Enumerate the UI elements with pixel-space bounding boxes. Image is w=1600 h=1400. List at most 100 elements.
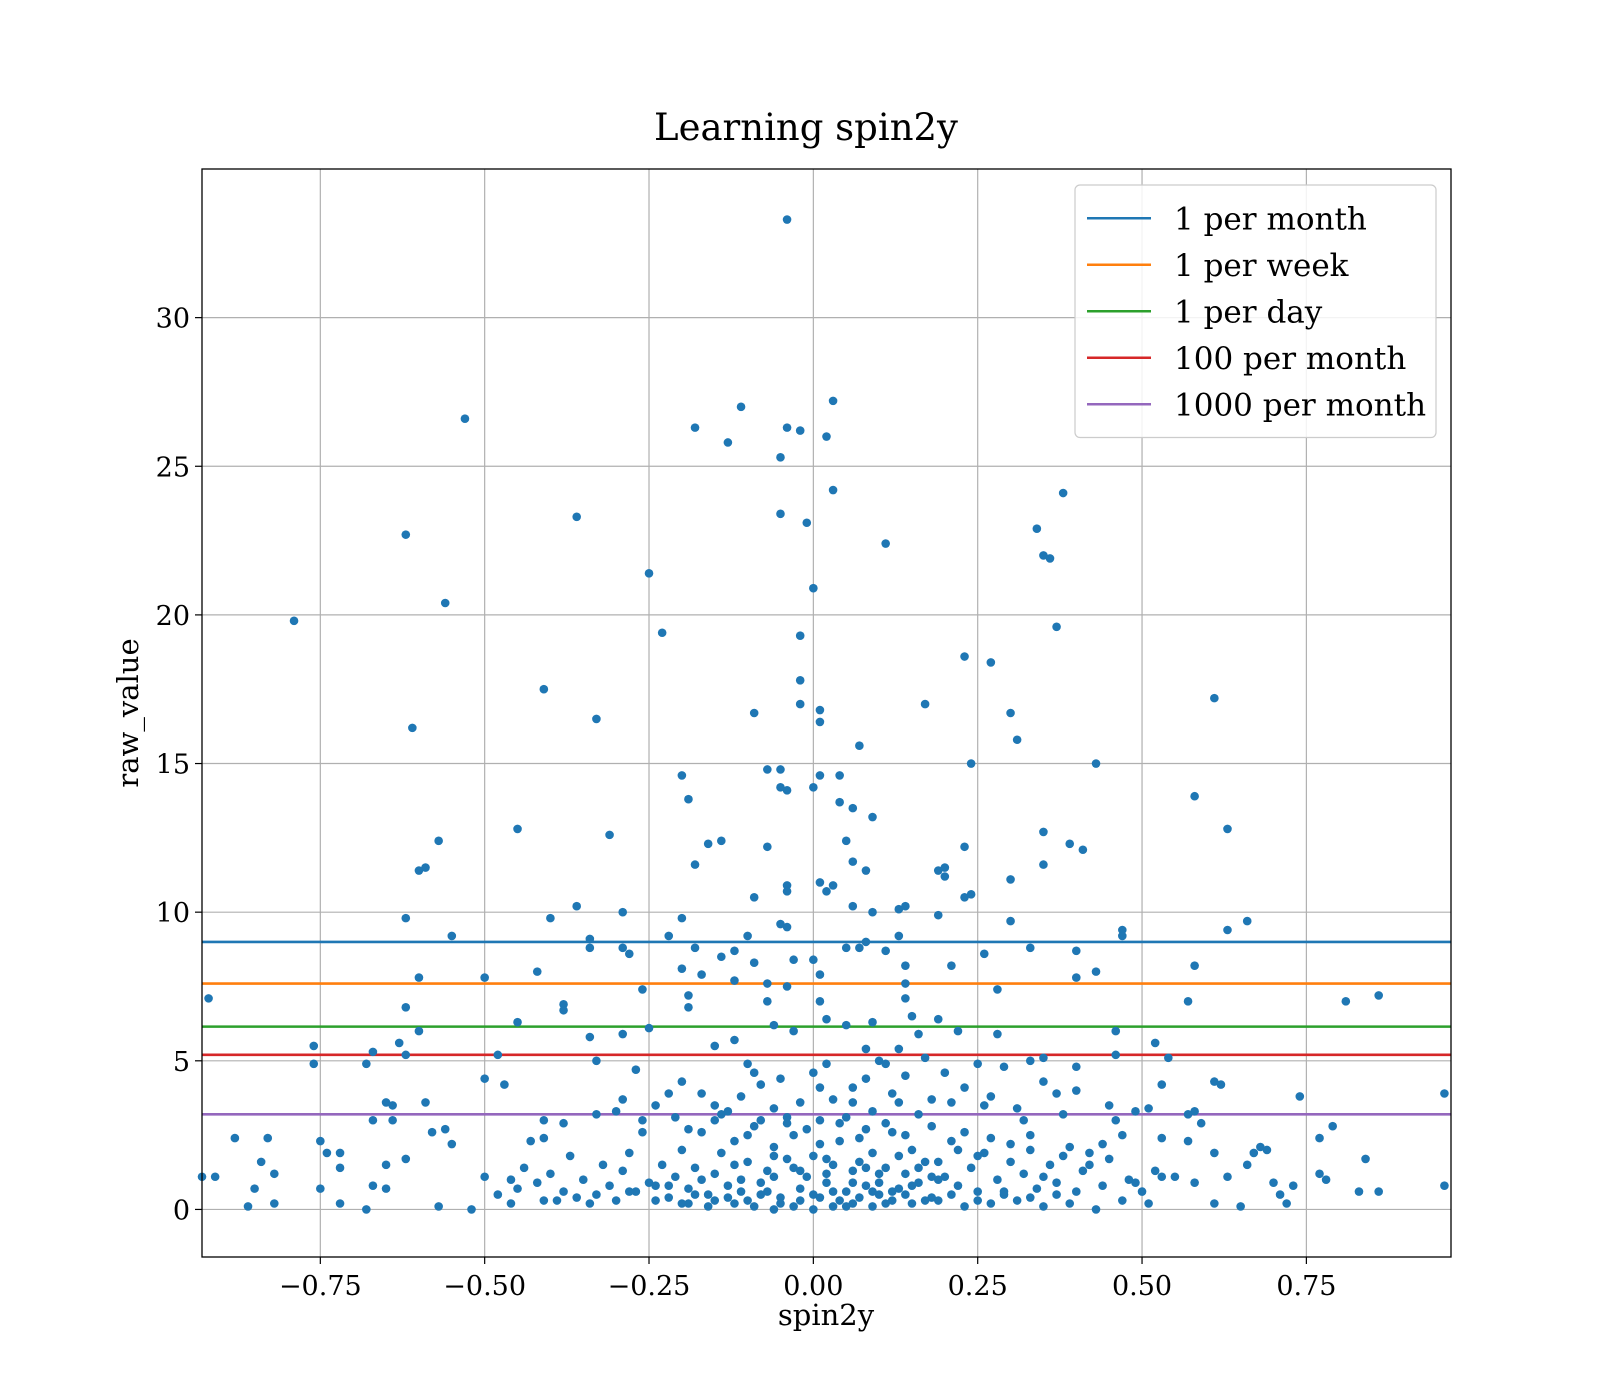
scatter-point [881, 1118, 890, 1128]
scatter-point [1190, 1107, 1199, 1116]
scatter-point [539, 1196, 549, 1205]
scatter-point [776, 1199, 785, 1208]
scatter-point [723, 1107, 733, 1116]
scatter-point [940, 872, 950, 881]
scatter-point [532, 1178, 542, 1187]
scatter-point [440, 1124, 450, 1134]
scatter-point [940, 863, 950, 872]
scatter-point [1131, 1178, 1140, 1187]
scatter-point [1032, 1184, 1042, 1193]
scatter-point [749, 1068, 759, 1077]
legend-label: 1 per month [1174, 201, 1367, 237]
scatter-point [979, 1101, 989, 1110]
scatter-point [1440, 1089, 1449, 1098]
x-tick-label: 0.50 [1112, 1271, 1172, 1302]
scatter-point [309, 1041, 319, 1051]
scatter-point [736, 1187, 746, 1196]
scatter-point [848, 803, 858, 813]
scatter-point [855, 1133, 864, 1143]
scatter-point [1111, 1115, 1121, 1125]
scatter-point [835, 1196, 844, 1205]
scatter-point [881, 1163, 890, 1173]
scatter-point [828, 1095, 838, 1104]
scatter-point [1223, 925, 1232, 935]
scatter-point [855, 943, 864, 953]
scatter-point [513, 1017, 522, 1027]
y-tick-label: 5 [173, 1047, 190, 1078]
scatter-point [993, 1175, 1002, 1185]
scatter-point [585, 1199, 595, 1208]
scatter-point [809, 783, 818, 792]
scatter-point [914, 1178, 923, 1187]
scatter-point [815, 1139, 825, 1149]
scatter-point [749, 958, 759, 968]
scatter-point [1131, 1107, 1140, 1116]
scatter-point [894, 1098, 904, 1107]
scatter-point [651, 1196, 660, 1205]
scatter-point [815, 997, 825, 1006]
scatter-point [749, 1202, 759, 1211]
scatter-point [802, 518, 812, 528]
scatter-point [933, 866, 943, 875]
scatter-point [618, 907, 628, 917]
scatter-point [1236, 1202, 1245, 1211]
scatter-point [979, 1148, 989, 1158]
scatter-point [1072, 1062, 1081, 1072]
scatter-point [657, 628, 667, 638]
scatter-point [480, 1172, 489, 1182]
scatter-point [769, 1104, 779, 1113]
scatter-point [559, 1118, 568, 1128]
scatter-point [822, 1059, 831, 1069]
scatter-point [684, 1199, 693, 1208]
scatter-point [368, 1181, 378, 1190]
scatter-point [1065, 839, 1075, 849]
scatter-point [1256, 1142, 1265, 1152]
scatter-point [592, 714, 601, 724]
scatter-point [381, 1160, 391, 1170]
scatter-point [440, 598, 450, 608]
scatter-point [513, 824, 522, 834]
scatter-point [802, 1172, 812, 1182]
scatter-point [776, 783, 785, 792]
scatter-point [624, 949, 634, 959]
scatter-point [1111, 1050, 1121, 1060]
scatter-point [684, 1124, 693, 1134]
scatter-point [999, 1187, 1009, 1196]
scatter-point [782, 887, 792, 896]
scatter-point [460, 414, 470, 424]
scatter-point [1091, 759, 1101, 768]
scatter-point [960, 1202, 969, 1211]
scatter-point [631, 1065, 641, 1075]
scatter-point [730, 1035, 739, 1045]
scatter-point [1118, 931, 1127, 941]
scatter-point [1025, 1056, 1035, 1066]
scatter-point [1210, 1077, 1219, 1086]
scatter-point [776, 509, 785, 519]
scatter-point [789, 1026, 798, 1036]
scatter-point [868, 1187, 877, 1196]
scatter-point [1223, 1172, 1232, 1182]
scatter-point [914, 1110, 923, 1119]
scatter-point [1072, 1086, 1081, 1095]
scatter-point [427, 1127, 437, 1137]
scatter-point [1118, 925, 1127, 935]
scatter-point [493, 1050, 503, 1060]
scatter-point [401, 913, 411, 923]
scatter-point [743, 1196, 752, 1205]
scatter-point [1104, 1154, 1114, 1164]
scatter-point [776, 1193, 785, 1202]
scatter-point [782, 215, 792, 224]
scatter-point [664, 1181, 674, 1190]
scatter-point [362, 1205, 371, 1214]
scatter-point [776, 765, 785, 774]
scatter-point [789, 955, 798, 965]
scatter-point [848, 1178, 858, 1187]
scatter-point [1150, 1166, 1160, 1176]
scatter-point [874, 1169, 884, 1179]
scatter-point [960, 652, 969, 661]
scatter-point [638, 1115, 647, 1125]
scatter-point [743, 1130, 752, 1140]
scatter-point [1045, 554, 1055, 563]
scatter-point [1019, 1169, 1029, 1179]
